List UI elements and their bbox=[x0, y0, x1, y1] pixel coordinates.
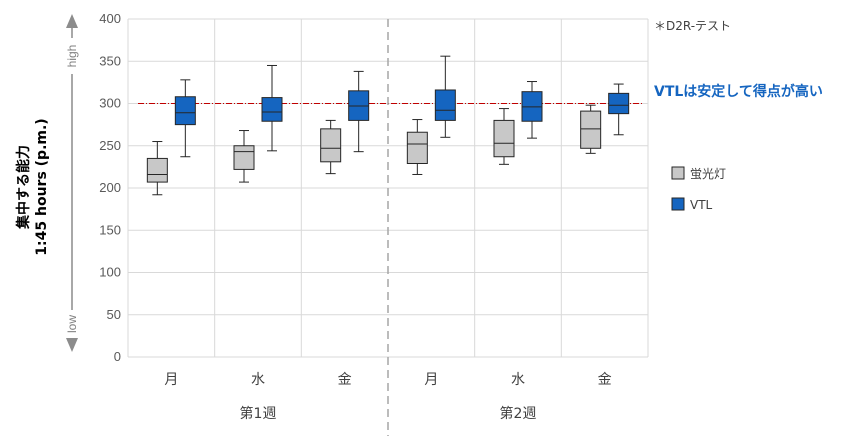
box-iqr bbox=[320, 128, 342, 163]
y-tick-label: 250 bbox=[99, 138, 121, 153]
y-tick-label: 0 bbox=[114, 349, 121, 364]
box-fluorescent bbox=[406, 119, 428, 175]
box-vtl bbox=[174, 79, 196, 158]
box-iqr bbox=[174, 96, 196, 126]
box-fluorescent bbox=[580, 104, 602, 154]
x-category-label: 金 bbox=[598, 372, 612, 388]
x-axis-category-labels: 月水金月水金 bbox=[164, 372, 611, 388]
scale-arrow: high low bbox=[62, 14, 82, 352]
box-fluorescent bbox=[493, 108, 515, 165]
scale-high-label: high bbox=[65, 45, 79, 68]
y-tick-label: 400 bbox=[99, 11, 121, 26]
box-vtl bbox=[434, 55, 456, 138]
legend-swatch-fluorescent bbox=[671, 166, 685, 180]
x-category-label: 月 bbox=[424, 372, 438, 388]
y-tick-label: 50 bbox=[107, 307, 121, 322]
box-fluorescent bbox=[146, 141, 168, 196]
y-tick-label: 150 bbox=[99, 222, 121, 237]
callout-text: VTLは安定して得点が高い bbox=[654, 83, 823, 100]
box-iqr bbox=[493, 119, 515, 158]
y-axis-tick-labels: 0 50 100 150 200 250 300 350 400 bbox=[99, 11, 121, 364]
legend: 蛍光灯 VTL bbox=[671, 166, 726, 212]
box-iqr bbox=[608, 92, 630, 115]
plot-frame bbox=[127, 19, 649, 436]
y-tick-label: 200 bbox=[99, 180, 121, 195]
box-vtl bbox=[521, 81, 543, 139]
box-iqr bbox=[434, 89, 456, 121]
box-vtl bbox=[608, 83, 630, 136]
box-vtl bbox=[348, 70, 370, 153]
scale-low-label: low bbox=[65, 315, 79, 333]
note-text: ＊D2R-テスト bbox=[654, 19, 731, 33]
x-category-label: 水 bbox=[251, 372, 265, 388]
y-axis-title: 1:45 hours (p.m.) bbox=[34, 118, 50, 255]
box-iqr bbox=[406, 131, 428, 164]
box-iqr bbox=[261, 97, 283, 122]
legend-label: 蛍光灯 bbox=[690, 167, 726, 181]
group-label: 第1週 bbox=[240, 405, 277, 422]
y-tick-label: 100 bbox=[99, 265, 121, 280]
x-category-label: 金 bbox=[338, 372, 352, 388]
box-iqr bbox=[233, 145, 255, 170]
y-axis-title: 集中する能力 bbox=[15, 145, 32, 230]
group-label: 第2週 bbox=[500, 405, 537, 422]
box-iqr bbox=[580, 110, 602, 149]
y-tick-label: 300 bbox=[99, 96, 121, 111]
box-fluorescent bbox=[320, 119, 342, 175]
box-iqr bbox=[146, 157, 168, 183]
boxes bbox=[146, 55, 630, 196]
y-tick-label: 350 bbox=[99, 53, 121, 68]
x-category-label: 水 bbox=[511, 372, 525, 388]
box-vtl bbox=[261, 64, 283, 152]
box-fluorescent bbox=[233, 130, 255, 183]
legend-label: VTL bbox=[690, 198, 713, 212]
legend-swatch-vtl bbox=[671, 197, 685, 211]
x-category-label: 月 bbox=[164, 372, 178, 388]
